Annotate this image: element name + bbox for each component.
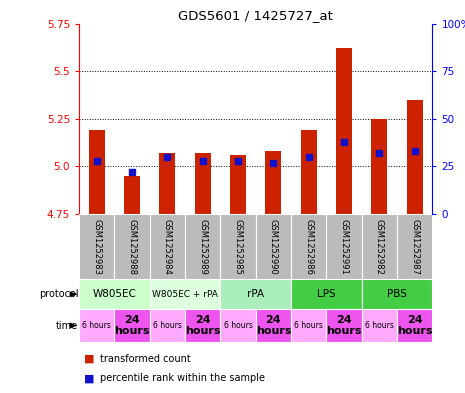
Bar bbox=[220, 309, 256, 342]
Text: percentile rank within the sample: percentile rank within the sample bbox=[100, 373, 265, 383]
Text: W805EC: W805EC bbox=[93, 289, 136, 299]
Text: GSM1252987: GSM1252987 bbox=[410, 219, 419, 275]
Bar bbox=[301, 130, 317, 214]
Text: GSM1252982: GSM1252982 bbox=[375, 219, 384, 275]
Text: GSM1252986: GSM1252986 bbox=[304, 219, 313, 275]
Bar bbox=[159, 153, 175, 214]
Bar bbox=[291, 214, 326, 279]
Text: GSM1252991: GSM1252991 bbox=[339, 219, 349, 275]
Bar bbox=[79, 214, 114, 279]
Text: ■: ■ bbox=[84, 373, 94, 383]
Bar bbox=[266, 151, 281, 214]
Bar bbox=[362, 279, 432, 309]
Bar bbox=[362, 309, 397, 342]
Text: GSM1252988: GSM1252988 bbox=[127, 219, 137, 275]
Bar bbox=[114, 309, 150, 342]
Bar bbox=[150, 279, 220, 309]
Text: LPS: LPS bbox=[317, 289, 336, 299]
Text: protocol: protocol bbox=[39, 289, 78, 299]
Text: 6 hours: 6 hours bbox=[224, 321, 252, 330]
Title: GDS5601 / 1425727_at: GDS5601 / 1425727_at bbox=[178, 9, 333, 22]
Bar bbox=[362, 214, 397, 279]
Bar bbox=[326, 309, 362, 342]
Bar bbox=[185, 214, 220, 279]
Text: 24
hours: 24 hours bbox=[326, 315, 362, 336]
Bar bbox=[79, 279, 150, 309]
Text: GSM1252985: GSM1252985 bbox=[233, 219, 243, 275]
Text: 24
hours: 24 hours bbox=[114, 315, 150, 336]
Text: W805EC + rPA: W805EC + rPA bbox=[152, 290, 218, 299]
Bar bbox=[407, 100, 423, 214]
Text: 24
hours: 24 hours bbox=[397, 315, 432, 336]
Bar bbox=[230, 155, 246, 214]
Bar bbox=[114, 214, 150, 279]
Text: GSM1252983: GSM1252983 bbox=[92, 219, 101, 275]
Bar bbox=[397, 214, 432, 279]
Bar bbox=[79, 309, 114, 342]
Bar bbox=[220, 279, 291, 309]
Text: 6 hours: 6 hours bbox=[365, 321, 394, 330]
Bar bbox=[124, 176, 140, 214]
Text: 6 hours: 6 hours bbox=[294, 321, 323, 330]
Text: PBS: PBS bbox=[387, 289, 407, 299]
Text: 6 hours: 6 hours bbox=[82, 321, 111, 330]
Text: GSM1252989: GSM1252989 bbox=[198, 219, 207, 275]
Bar bbox=[291, 309, 326, 342]
Bar bbox=[89, 130, 105, 214]
Text: 6 hours: 6 hours bbox=[153, 321, 182, 330]
Bar bbox=[291, 279, 362, 309]
Text: rPA: rPA bbox=[247, 289, 264, 299]
Bar bbox=[372, 119, 387, 214]
Bar bbox=[195, 153, 211, 214]
Bar bbox=[220, 214, 256, 279]
Text: 24
hours: 24 hours bbox=[256, 315, 291, 336]
Bar bbox=[256, 309, 291, 342]
Text: ■: ■ bbox=[84, 354, 94, 364]
Text: time: time bbox=[56, 321, 78, 331]
Bar bbox=[150, 309, 185, 342]
Bar bbox=[397, 309, 432, 342]
Bar bbox=[150, 214, 185, 279]
Bar bbox=[326, 214, 362, 279]
Text: GSM1252990: GSM1252990 bbox=[269, 219, 278, 275]
Bar bbox=[336, 48, 352, 214]
Bar bbox=[185, 309, 220, 342]
Bar bbox=[256, 214, 291, 279]
Text: 24
hours: 24 hours bbox=[185, 315, 220, 336]
Text: transformed count: transformed count bbox=[100, 354, 191, 364]
Text: GSM1252984: GSM1252984 bbox=[163, 219, 172, 275]
